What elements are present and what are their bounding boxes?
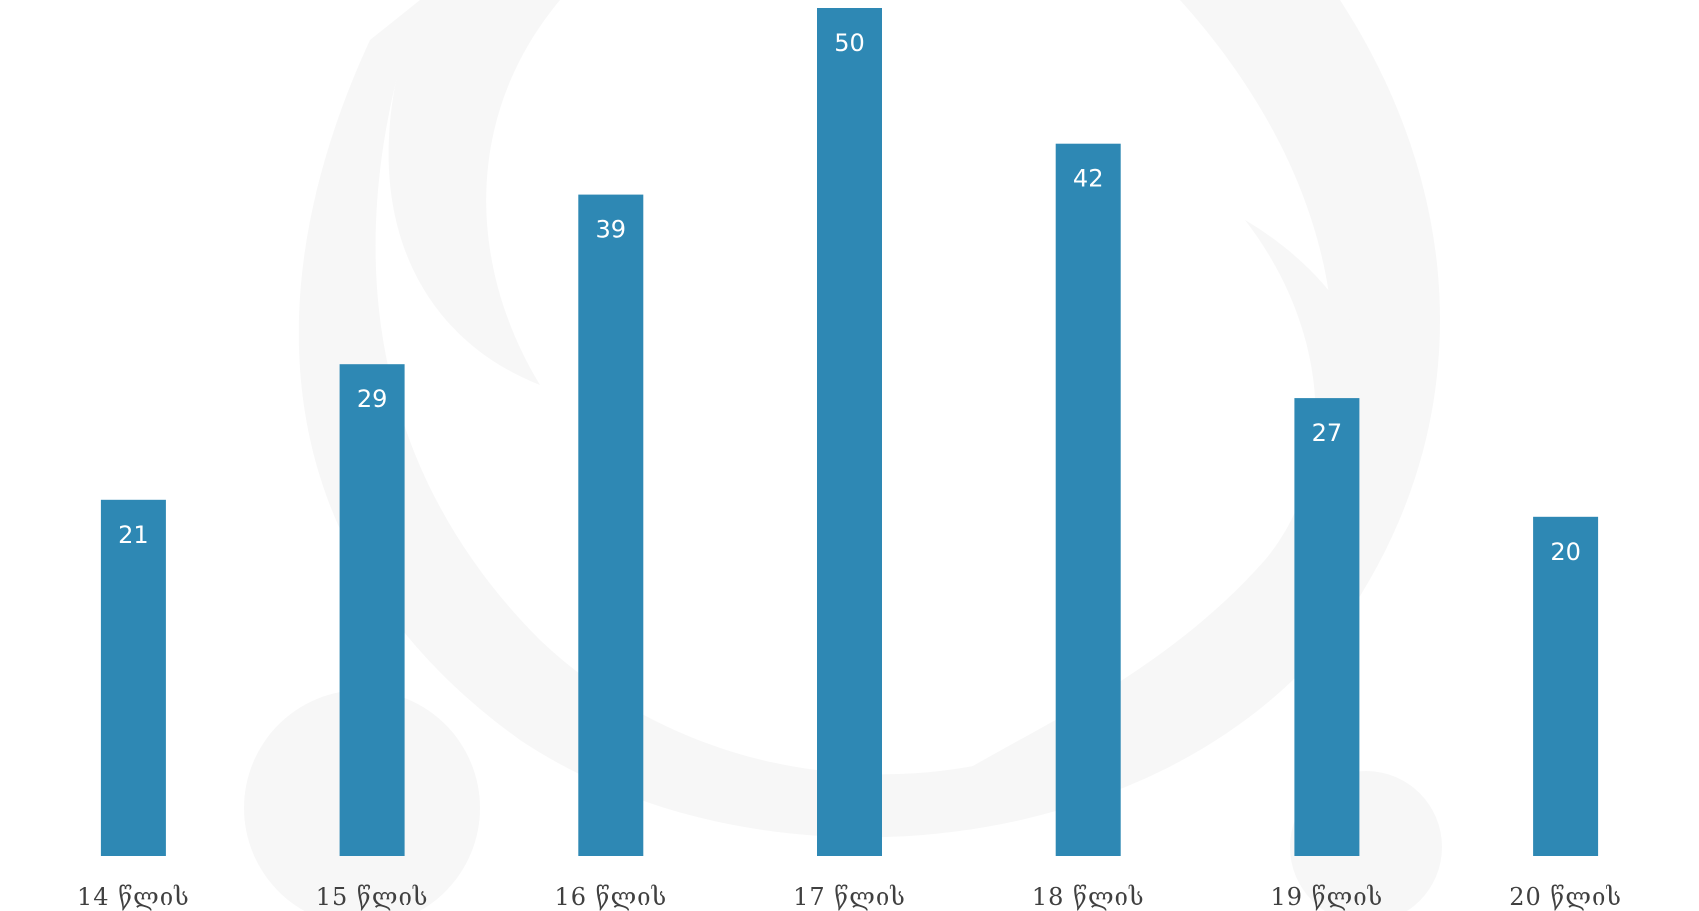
bar	[1533, 516, 1599, 856]
background-watermark	[244, 0, 1442, 911]
bar-value-label: 27	[1312, 419, 1343, 447]
bar-series	[100, 8, 1599, 857]
watermark-right-swoosh	[920, 220, 1388, 800]
x-tick-label: 19 წლის	[1271, 883, 1384, 911]
x-tick-label: 18 წლის	[1032, 883, 1145, 911]
bar	[578, 194, 644, 857]
bar	[817, 8, 882, 856]
watermark-large-swoosh	[298, 0, 1440, 838]
bar	[1055, 143, 1121, 856]
bar-value-label: 20	[1550, 538, 1581, 566]
x-axis-tick-labels: 14 წლის 15 წლის 16 წლის 17 წლის 18 წლის 19 წლ…	[77, 883, 1622, 911]
bar-value-label: 21	[118, 521, 149, 549]
bar	[1294, 398, 1360, 856]
bar-value-label: 29	[357, 385, 388, 413]
x-tick-label: 15 წლის	[316, 883, 429, 911]
bar	[100, 499, 166, 856]
bar-value-label: 50	[834, 29, 865, 57]
bar-value-label: 39	[596, 216, 627, 244]
x-tick-label: 17 წლის	[793, 883, 906, 911]
x-tick-label: 20 წლის	[1509, 883, 1622, 911]
x-tick-label: 16 წლის	[554, 883, 667, 911]
x-tick-label: 14 წლის	[77, 883, 190, 911]
bar-value-label: 42	[1073, 165, 1104, 193]
data-labels: 21 29 39 50 42 27 20	[118, 29, 1581, 566]
bar	[339, 364, 405, 856]
watermark-inner-swoosh	[388, 0, 560, 385]
